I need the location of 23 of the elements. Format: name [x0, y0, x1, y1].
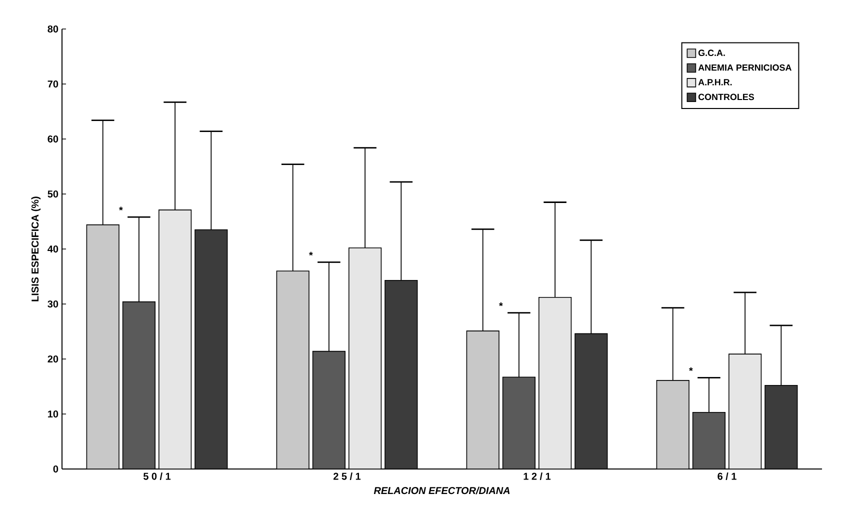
y-tick-label: 10: [48, 410, 58, 418]
annotation: *: [308, 252, 313, 256]
annotation: *: [118, 206, 123, 210]
y-tick-label: 60: [48, 135, 58, 143]
annotation: *: [689, 367, 693, 372]
legend-label: A.P.H.R.: [698, 79, 732, 86]
y-tick-label: 50: [48, 190, 58, 198]
x-tick-label: 6 / 1: [718, 472, 736, 480]
x-tick-label: 5 0 / 1: [143, 472, 171, 480]
y-tick-label: 0: [53, 465, 58, 473]
legend-label: ANEMIA PERNICIOSA: [698, 64, 792, 71]
legend-label: G.C.A.: [698, 50, 725, 56]
y-tick-label: 40: [48, 245, 58, 253]
y-tick-label: 20: [48, 355, 58, 363]
y-axis-title: LISIS ESPECIFICA (%): [31, 196, 41, 302]
x-tick-label: 2 5 / 1: [334, 472, 361, 480]
legend-label: CONTROLES: [698, 94, 754, 100]
x-tick-label: 1 2 / 1: [524, 472, 551, 480]
y-tick-label: 80: [48, 25, 58, 33]
annotation: *: [499, 302, 503, 306]
y-tick-label: 70: [48, 80, 58, 88]
y-tick-label: 30: [48, 300, 58, 308]
x-axis-title: RELACION EFECTOR/DIANA: [374, 486, 510, 494]
